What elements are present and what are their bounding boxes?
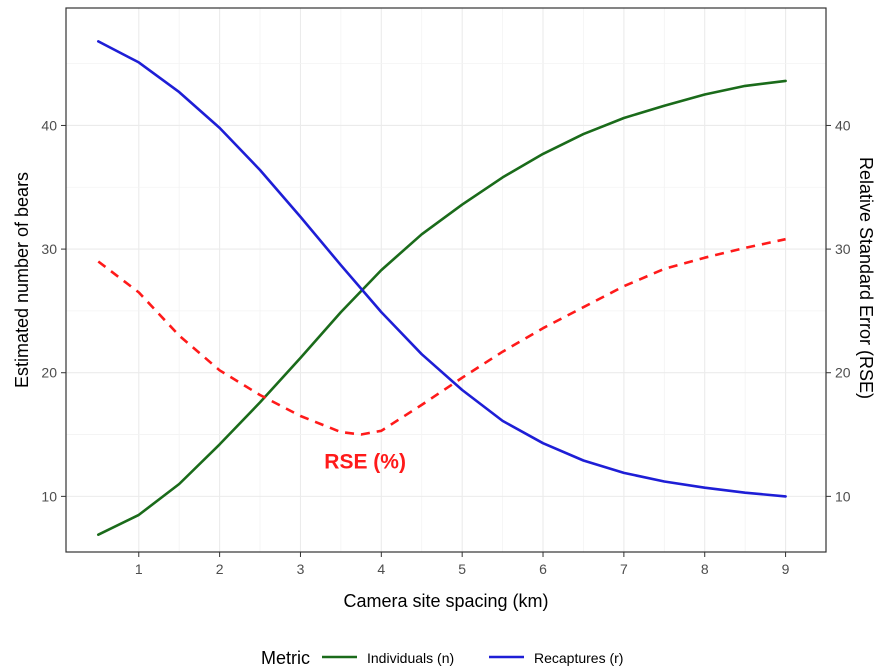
y-axis-title: Estimated number of bears bbox=[12, 172, 32, 388]
x-tick-label: 8 bbox=[701, 561, 709, 577]
x-tick-label: 6 bbox=[539, 561, 547, 577]
legend: Metric Individuals (n) Recaptures (r) bbox=[261, 648, 623, 668]
y2-tick-label: 40 bbox=[835, 117, 851, 133]
series-line-individuals-n bbox=[97, 79, 787, 536]
y-tick-label: 40 bbox=[41, 117, 57, 133]
y2-tick-label: 10 bbox=[835, 488, 851, 504]
y-axis-ticks: 10 20 30 40 bbox=[41, 117, 66, 504]
x-tick-label: 1 bbox=[135, 561, 143, 577]
legend-title: Metric bbox=[261, 648, 310, 668]
series-line-recaptures-r bbox=[97, 40, 787, 498]
legend-items: Individuals (n) Recaptures (r) bbox=[322, 650, 623, 666]
series-layer bbox=[97, 40, 787, 536]
y2-tick-label: 20 bbox=[835, 365, 851, 381]
x-axis-title: Camera site spacing (km) bbox=[343, 591, 548, 611]
x-tick-label: 3 bbox=[297, 561, 305, 577]
y2-axis-title: Relative Standard Error (RSE) bbox=[856, 157, 875, 399]
rse-annotation: RSE (%) bbox=[324, 451, 406, 474]
y-tick-label: 30 bbox=[41, 241, 57, 257]
grid bbox=[66, 8, 826, 552]
y-tick-label: 20 bbox=[41, 365, 57, 381]
x-tick-label: 7 bbox=[620, 561, 628, 577]
legend-label-individuals-n: Individuals (n) bbox=[367, 650, 454, 666]
y2-axis-ticks: 10 20 30 40 bbox=[826, 117, 851, 504]
x-tick-label: 2 bbox=[216, 561, 224, 577]
panel-border bbox=[65, 7, 827, 553]
y-tick-label: 10 bbox=[41, 488, 57, 504]
annotations: RSE (%) bbox=[324, 451, 406, 474]
legend-label-recaptures-r: Recaptures (r) bbox=[534, 650, 623, 666]
series-line-rse bbox=[97, 237, 786, 436]
x-tick-label: 4 bbox=[377, 561, 385, 577]
y2-tick-label: 30 bbox=[835, 241, 851, 257]
x-tick-label: 9 bbox=[782, 561, 790, 577]
x-tick-label: 5 bbox=[458, 561, 466, 577]
x-axis-ticks: 1 2 3 4 5 6 7 8 9 bbox=[135, 552, 790, 577]
